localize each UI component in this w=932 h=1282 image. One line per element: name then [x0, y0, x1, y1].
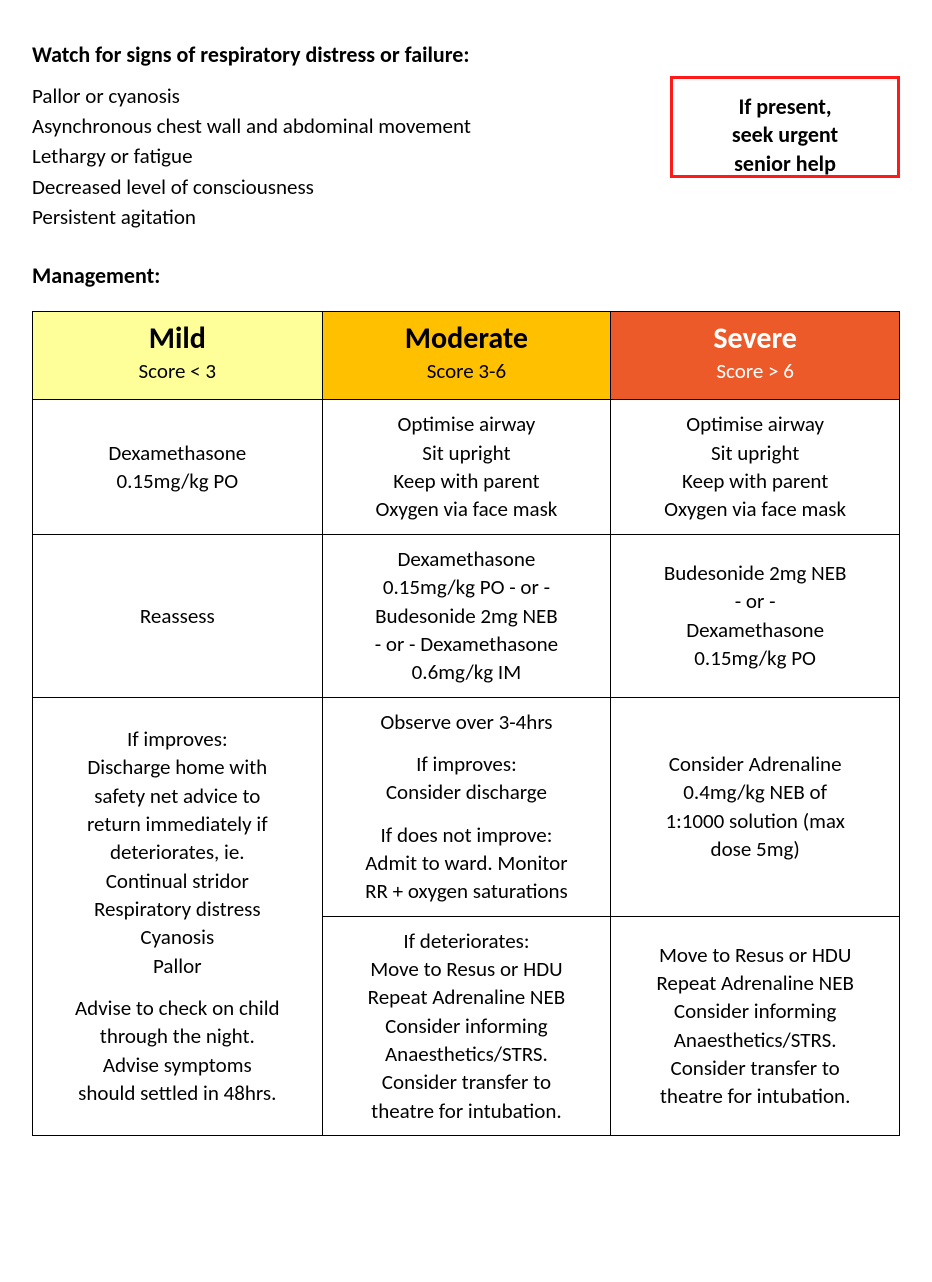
cell-line: Consider transfer to — [671, 1054, 840, 1082]
cell-line: If improves: — [127, 725, 228, 753]
cell-line: Repeat Adrenaline NEB — [368, 983, 565, 1011]
cell-line: Cyanosis — [140, 923, 214, 951]
cell-severe-r4: Move to Resus or HDU Repeat Adrenaline N… — [611, 916, 900, 1135]
cell-line: Consider informing — [385, 1012, 548, 1040]
cell-line: Respiratory distress — [94, 895, 261, 923]
cell-line: Advise to check on child — [75, 994, 280, 1022]
cell-line: Oxygen via face mask — [664, 495, 846, 523]
cell-line: - or - Dexamethasone — [375, 630, 558, 658]
cell-line: 1:1000 solution (max — [665, 807, 844, 835]
cell-line: 0.15mg/kg PO - or - — [383, 573, 550, 601]
cell-moderate-r2: Dexamethasone 0.15mg/kg PO - or - Budeso… — [322, 534, 611, 697]
sign-item: Decreased level of consciousness — [32, 173, 630, 201]
cell-line: Budesonide 2mg NEB — [664, 559, 847, 587]
cell-line: Discharge home with — [87, 753, 267, 781]
severity-title: Severe — [619, 322, 891, 355]
cell-line: - or - — [735, 587, 776, 615]
cell-line: dose 5mg) — [711, 835, 800, 863]
cell-moderate-r1: Optimise airway Sit upright Keep with pa… — [322, 400, 611, 534]
cell-line: RR + oxygen saturations — [365, 877, 568, 905]
cell-line: Sit upright — [711, 439, 799, 467]
signs-list: Pallor or cyanosis Asynchronous chest wa… — [32, 82, 630, 234]
cell-line: Oxygen via face mask — [375, 495, 557, 523]
cell-severe-r3: Consider Adrenaline 0.4mg/kg NEB of 1:10… — [611, 697, 900, 916]
cell-line: safety net advice to — [94, 782, 260, 810]
col-header-moderate: Moderate Score 3-6 — [322, 312, 611, 400]
alert-box: If present, seek urgent senior help — [670, 76, 900, 178]
cell-line: Optimise airway — [398, 410, 536, 438]
severity-subtitle: Score < 3 — [41, 357, 314, 385]
alert-line: seek urgent — [695, 121, 875, 150]
cell-line: If improves: — [416, 750, 517, 778]
cell-mild-r1: Dexamethasone 0.15mg/kg PO — [33, 400, 323, 534]
cell-moderate-r3: Observe over 3-4hrs If improves: Conside… — [322, 697, 611, 916]
top-row: Pallor or cyanosis Asynchronous chest wa… — [32, 82, 900, 234]
severity-title: Moderate — [331, 322, 603, 355]
sign-item: Asynchronous chest wall and abdominal mo… — [32, 112, 630, 140]
cell-severe-r1: Optimise airway Sit upright Keep with pa… — [611, 400, 900, 534]
cell-line: Consider discharge — [386, 778, 547, 806]
management-table: Mild Score < 3 Moderate Score 3-6 Severe… — [32, 311, 900, 1136]
alert-line: If present, — [695, 93, 875, 122]
cell-line: should settled in 48hrs. — [78, 1079, 276, 1107]
signs-heading: Watch for signs of respiratory distress … — [32, 40, 900, 70]
severity-subtitle: Score > 6 — [619, 357, 891, 385]
severity-subtitle: Score 3-6 — [331, 357, 603, 385]
cell-line: 0.4mg/kg NEB of — [683, 778, 827, 806]
cell-line: return immediately if — [87, 810, 268, 838]
cell-line: theatre for intubation. — [371, 1097, 562, 1125]
cell-line: Sit upright — [422, 439, 510, 467]
severity-title: Mild — [41, 322, 314, 355]
sign-item: Persistent agitation — [32, 203, 630, 231]
cell-line: Keep with parent — [393, 467, 539, 495]
sign-item: Lethargy or fatigue — [32, 142, 630, 170]
cell-line: theatre for intubation. — [660, 1082, 851, 1110]
cell-line: Pallor — [153, 952, 202, 980]
cell-line: Dexamethasone — [686, 616, 824, 644]
management-heading: Management: — [32, 261, 900, 291]
cell-line: 0.15mg/kg PO — [694, 644, 816, 672]
cell-line: Anaesthetics/STRS. — [385, 1040, 548, 1068]
cell-line: Budesonide 2mg NEB — [375, 602, 558, 630]
cell-line: Dexamethasone — [397, 545, 535, 573]
cell-mild-r2: Reassess — [33, 534, 323, 697]
cell-mild-r3: If improves: Discharge home with safety … — [33, 697, 323, 1135]
cell-line: Anaesthetics/STRS. — [674, 1026, 837, 1054]
cell-line: Repeat Adrenaline NEB — [656, 969, 853, 997]
col-header-mild: Mild Score < 3 — [33, 312, 323, 400]
cell-line: Advise symptoms — [103, 1051, 252, 1079]
cell-line: 0.6mg/kg IM — [412, 658, 522, 686]
cell-line: 0.15mg/kg PO — [116, 467, 238, 495]
cell-line: Admit to ward. Monitor — [365, 849, 567, 877]
cell-line: If does not improve: — [381, 821, 553, 849]
cell-line: Move to Resus or HDU — [370, 955, 562, 983]
cell-line: through the night. — [100, 1022, 255, 1050]
cell-line: Keep with parent — [682, 467, 828, 495]
cell-line: Consider Adrenaline — [669, 750, 842, 778]
cell-line: Observe over 3-4hrs — [380, 708, 552, 736]
cell-line: Dexamethasone — [108, 439, 246, 467]
cell-severe-r2: Budesonide 2mg NEB - or - Dexamethasone … — [611, 534, 900, 697]
cell-moderate-r4: If deteriorates: Move to Resus or HDU Re… — [322, 916, 611, 1135]
col-header-severe: Severe Score > 6 — [611, 312, 900, 400]
cell-line: Move to Resus or HDU — [659, 941, 851, 969]
cell-line: If deteriorates: — [403, 927, 529, 955]
cell-line: deteriorates, ie. — [110, 838, 245, 866]
sign-item: Pallor or cyanosis — [32, 82, 630, 110]
cell-line: Optimise airway — [686, 410, 824, 438]
alert-line: senior help — [695, 150, 875, 178]
cell-line: Consider informing — [674, 997, 837, 1025]
cell-line: Consider transfer to — [382, 1068, 551, 1096]
cell-line: Continual stridor — [106, 867, 249, 895]
cell-line: Reassess — [140, 602, 215, 630]
